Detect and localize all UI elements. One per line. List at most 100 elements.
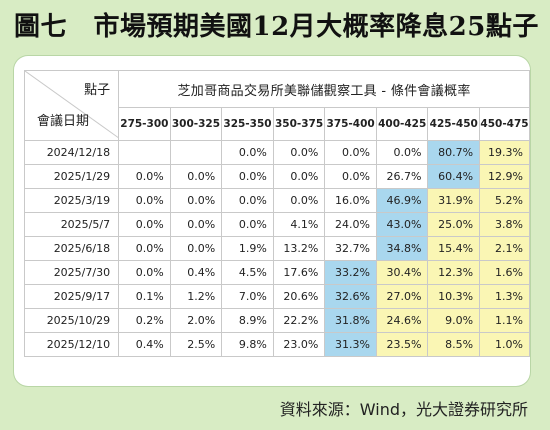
source-note: 資料來源：Wind，光大證券研究所: [279, 400, 528, 419]
probability-cell: 0.1%: [118, 284, 171, 309]
table-corner-header: 點子 會議日期: [23, 70, 120, 141]
probability-cell: 0.0%: [272, 164, 326, 189]
probability-cell: 23.5%: [375, 332, 429, 357]
table-row: 2024/12/18 0.0% 0.0% 0.0% 0.0% 80.7% 19.3%: [23, 140, 530, 165]
probability-cell: 2.1%: [479, 236, 530, 261]
probability-cell: 0.0%: [118, 164, 171, 189]
probability-cell: 5.2%: [479, 188, 530, 213]
probability-cell: 0.0%: [221, 212, 274, 237]
probability-cell: 30.4%: [375, 260, 429, 285]
meeting-date-cell: 2025/9/17: [23, 284, 120, 309]
probability-cell: 24.6%: [375, 308, 429, 333]
probability-cell: 0.0%: [169, 164, 223, 189]
probability-cell: 1.6%: [479, 260, 530, 285]
probability-cell: 27.0%: [375, 284, 429, 309]
probability-table-card: 點子 會議日期 芝加哥商品交易所美聯儲觀察工具 - 條件會議概率 275-300…: [14, 56, 530, 386]
probability-cell: [169, 140, 223, 165]
probability-cell: 2.5%: [169, 332, 223, 357]
probability-cell: 9.8%: [221, 332, 274, 357]
probability-cell: 0.0%: [324, 164, 377, 189]
probability-cell: 60.4%: [427, 164, 481, 189]
meeting-date-cell: 2025/7/30: [23, 260, 120, 285]
probability-cell: 43.0%: [375, 212, 429, 237]
probability-cell: 1.3%: [479, 284, 530, 309]
probability-cell: 0.0%: [169, 188, 223, 213]
rate-range-header: 450-475: [479, 107, 530, 141]
corner-diagonal-line: [25, 71, 118, 138]
page-title: 圖七 市場預期美國12月大概率降息25點子: [14, 12, 539, 42]
probability-cell: 0.4%: [169, 260, 223, 285]
probability-cell: 0.0%: [221, 164, 274, 189]
probability-cell: 0.0%: [169, 212, 223, 237]
probability-cell: 0.4%: [118, 332, 171, 357]
rate-range-header: 425-450: [427, 107, 481, 141]
meeting-date-cell: 2025/12/10: [23, 332, 120, 357]
table-row: 2025/12/10 0.4% 2.5% 9.8% 23.0% 31.3% 23.5% 8.5…: [23, 332, 530, 357]
probability-cell: 33.2%: [324, 260, 377, 285]
probability-cell: 1.0%: [479, 332, 530, 357]
probability-cell: 25.0%: [427, 212, 481, 237]
meeting-date-cell: 2025/6/18: [23, 236, 120, 261]
rate-range-header: 375-400: [324, 107, 377, 141]
probability-cell: 0.0%: [272, 140, 326, 165]
meeting-date-cell: 2025/1/29: [23, 164, 120, 189]
probability-cell: 8.9%: [221, 308, 274, 333]
probability-cell: 22.2%: [272, 308, 326, 333]
probability-cell: 0.2%: [118, 308, 171, 333]
rate-range-header: 350-375: [272, 107, 326, 141]
probability-cell: [118, 140, 171, 165]
probability-cell: 1.9%: [221, 236, 274, 261]
table-row: 2025/10/29 0.2% 2.0% 8.9% 22.2% 31.8% 24.6% 9.0…: [23, 308, 530, 333]
probability-cell: 15.4%: [427, 236, 481, 261]
probability-cell: 0.0%: [324, 140, 377, 165]
probability-cell: 31.8%: [324, 308, 377, 333]
probability-cell: 3.8%: [479, 212, 530, 237]
probability-cell: 31.9%: [427, 188, 481, 213]
probability-cell: 16.0%: [324, 188, 377, 213]
rate-range-header: 275-300: [118, 107, 171, 141]
probability-cell: 0.0%: [272, 188, 326, 213]
table-row: 2025/7/30 0.0% 0.4% 4.5% 17.6% 33.2% 30.4% 12.3…: [23, 260, 530, 285]
probability-cell: 17.6%: [272, 260, 326, 285]
table-row: 2025/5/7 0.0% 0.0% 0.0% 4.1% 24.0% 43.0% 25.0% 3…: [23, 212, 530, 237]
probability-cell: 0.0%: [118, 212, 171, 237]
probability-cell: 12.9%: [479, 164, 530, 189]
probability-cell: 12.3%: [427, 260, 481, 285]
table-row: 2025/6/18 0.0% 0.0% 1.9% 13.2% 32.7% 34.8% 15.4…: [23, 236, 530, 261]
probability-cell: 0.0%: [118, 236, 171, 261]
probability-cell: 26.7%: [375, 164, 429, 189]
probability-cell: 24.0%: [324, 212, 377, 237]
rate-range-header: 300-325: [169, 107, 223, 141]
table-row: 2025/1/29 0.0% 0.0% 0.0% 0.0% 0.0% 26.7% 60.4% 1…: [23, 164, 530, 189]
meeting-date-cell: 2024/12/18: [23, 140, 120, 165]
probability-cell: 2.0%: [169, 308, 223, 333]
probability-cell: 1.2%: [169, 284, 223, 309]
probability-cell: 32.6%: [324, 284, 377, 309]
probability-cell: 7.0%: [221, 284, 274, 309]
table-row: 2025/9/17 0.1% 1.2% 7.0% 20.6% 32.6% 27.0% 10.3…: [23, 284, 530, 309]
probability-table: 點子 會議日期 芝加哥商品交易所美聯儲觀察工具 - 條件會議概率 275-300…: [23, 70, 530, 357]
probability-cell: 23.0%: [272, 332, 326, 357]
rate-range-header: 400-425: [375, 107, 429, 141]
probability-cell: 4.5%: [221, 260, 274, 285]
meeting-date-cell: 2025/3/19: [23, 188, 120, 213]
probability-cell: 0.0%: [375, 140, 429, 165]
probability-cell: 32.7%: [324, 236, 377, 261]
probability-cell: 1.1%: [479, 308, 530, 333]
meeting-date-cell: 2025/5/7: [23, 212, 120, 237]
probability-cell: 20.6%: [272, 284, 326, 309]
probability-cell: 10.3%: [427, 284, 481, 309]
probability-cell: 4.1%: [272, 212, 326, 237]
probability-cell: 13.2%: [272, 236, 326, 261]
rate-range-header: 325-350: [221, 107, 274, 141]
probability-cell: 80.7%: [427, 140, 481, 165]
probability-cell: 19.3%: [479, 140, 530, 165]
probability-cell: 46.9%: [375, 188, 429, 213]
meeting-date-cell: 2025/10/29: [23, 308, 120, 333]
probability-cell: 0.0%: [118, 188, 171, 213]
probability-cell: 0.0%: [221, 188, 274, 213]
probability-cell: 9.0%: [427, 308, 481, 333]
probability-cell: 34.8%: [375, 236, 429, 261]
table-row: 2025/3/19 0.0% 0.0% 0.0% 0.0% 16.0% 46.9% 31.9%…: [23, 188, 530, 213]
probability-cell: 0.0%: [221, 140, 274, 165]
